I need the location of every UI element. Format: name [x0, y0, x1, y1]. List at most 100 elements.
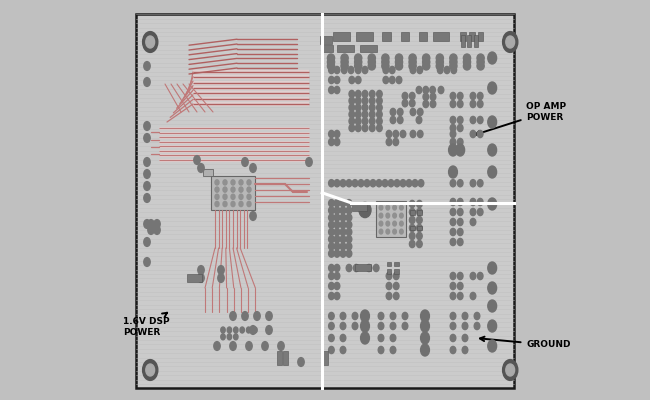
Ellipse shape — [369, 97, 375, 104]
Ellipse shape — [362, 111, 368, 118]
Ellipse shape — [341, 66, 347, 74]
Ellipse shape — [430, 86, 436, 94]
Ellipse shape — [438, 86, 444, 94]
Ellipse shape — [329, 272, 334, 280]
Ellipse shape — [383, 66, 389, 74]
Ellipse shape — [373, 264, 379, 272]
Bar — [352, 204, 367, 211]
Ellipse shape — [470, 272, 476, 280]
Ellipse shape — [393, 272, 399, 280]
Ellipse shape — [488, 320, 497, 332]
Ellipse shape — [346, 180, 352, 187]
Ellipse shape — [458, 282, 463, 290]
Ellipse shape — [355, 58, 362, 66]
Ellipse shape — [250, 212, 256, 220]
Ellipse shape — [383, 76, 389, 84]
Ellipse shape — [359, 202, 371, 218]
Ellipse shape — [417, 200, 423, 208]
Ellipse shape — [334, 138, 340, 146]
Ellipse shape — [215, 180, 219, 185]
Ellipse shape — [379, 213, 383, 218]
Ellipse shape — [410, 130, 416, 138]
Ellipse shape — [477, 62, 484, 70]
Ellipse shape — [393, 292, 399, 300]
Ellipse shape — [230, 342, 236, 350]
Ellipse shape — [266, 312, 272, 320]
Ellipse shape — [417, 130, 423, 138]
Ellipse shape — [463, 62, 471, 70]
Ellipse shape — [477, 130, 483, 138]
Ellipse shape — [349, 124, 355, 132]
Ellipse shape — [409, 62, 416, 70]
Ellipse shape — [146, 36, 155, 48]
Ellipse shape — [231, 180, 235, 185]
Ellipse shape — [393, 229, 396, 234]
Ellipse shape — [402, 312, 408, 320]
Ellipse shape — [436, 62, 443, 70]
Ellipse shape — [448, 166, 458, 178]
Ellipse shape — [382, 54, 389, 62]
Ellipse shape — [266, 326, 272, 334]
Ellipse shape — [329, 214, 334, 221]
Ellipse shape — [239, 180, 243, 185]
Bar — [460, 32, 466, 41]
Ellipse shape — [358, 180, 364, 187]
Bar — [467, 35, 471, 47]
Ellipse shape — [144, 122, 150, 130]
Ellipse shape — [215, 202, 219, 207]
Ellipse shape — [470, 116, 476, 124]
Ellipse shape — [393, 130, 398, 138]
Ellipse shape — [386, 272, 392, 280]
Ellipse shape — [378, 322, 383, 330]
Ellipse shape — [349, 104, 355, 111]
Ellipse shape — [458, 218, 463, 226]
Ellipse shape — [361, 310, 369, 322]
Ellipse shape — [402, 322, 408, 330]
Ellipse shape — [400, 205, 403, 210]
Ellipse shape — [231, 202, 235, 207]
Ellipse shape — [463, 58, 471, 66]
Ellipse shape — [231, 194, 235, 200]
Ellipse shape — [340, 200, 346, 207]
Ellipse shape — [450, 138, 456, 146]
Ellipse shape — [386, 138, 392, 146]
Ellipse shape — [278, 342, 284, 350]
Ellipse shape — [340, 228, 346, 236]
Ellipse shape — [423, 86, 428, 94]
Ellipse shape — [488, 52, 497, 64]
Bar — [387, 269, 391, 274]
Ellipse shape — [329, 322, 334, 330]
Bar — [474, 35, 478, 47]
Ellipse shape — [329, 180, 334, 187]
Ellipse shape — [356, 104, 361, 111]
Ellipse shape — [223, 180, 227, 185]
Ellipse shape — [148, 220, 154, 228]
Ellipse shape — [329, 200, 334, 207]
Ellipse shape — [340, 221, 346, 228]
Ellipse shape — [144, 194, 150, 202]
Ellipse shape — [356, 118, 361, 125]
Ellipse shape — [223, 202, 227, 207]
Ellipse shape — [410, 208, 415, 216]
Ellipse shape — [400, 213, 403, 218]
Ellipse shape — [421, 344, 430, 356]
Ellipse shape — [477, 180, 483, 187]
Ellipse shape — [470, 180, 476, 187]
Ellipse shape — [233, 327, 238, 333]
Ellipse shape — [506, 364, 515, 376]
Ellipse shape — [406, 180, 412, 187]
Ellipse shape — [477, 198, 483, 206]
Ellipse shape — [341, 58, 348, 66]
Ellipse shape — [386, 292, 392, 300]
Ellipse shape — [253, 327, 257, 333]
Bar — [211, 176, 255, 210]
Ellipse shape — [400, 229, 403, 234]
Bar — [277, 351, 282, 365]
Ellipse shape — [361, 332, 369, 344]
Ellipse shape — [346, 200, 352, 207]
Ellipse shape — [458, 124, 463, 132]
Ellipse shape — [142, 360, 158, 380]
Ellipse shape — [341, 62, 348, 70]
Ellipse shape — [474, 322, 480, 330]
Ellipse shape — [340, 250, 346, 257]
